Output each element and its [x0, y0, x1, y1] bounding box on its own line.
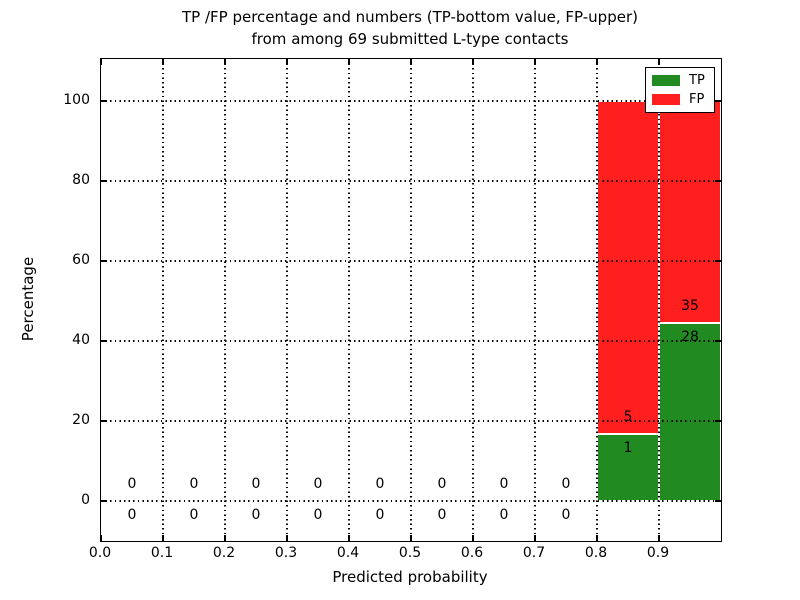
fp-count-label: 0 [437, 476, 447, 492]
y-tick-label: 80 [72, 172, 90, 188]
bar-segment-fp [597, 101, 659, 435]
gridline-vertical [658, 59, 660, 541]
bar-segment-tp [659, 323, 721, 501]
chart-title-line2: from among 69 submitted L-type contacts [251, 30, 569, 48]
tp-count-label: 0 [313, 507, 323, 523]
gridline-vertical [534, 59, 536, 541]
gridline-vertical [162, 59, 164, 541]
x-tick-label: 0.1 [150, 545, 174, 561]
x-tick-label: 0.9 [646, 545, 670, 561]
y-tick-mark-right [715, 500, 721, 502]
fp-count-label: 0 [189, 476, 199, 492]
legend: TP FP [645, 67, 715, 113]
tp-count-label: 0 [499, 507, 509, 523]
y-tick-mark-left [101, 500, 107, 502]
x-tick-label: 0.3 [274, 545, 298, 561]
x-tick-mark-bottom [286, 535, 288, 541]
x-tick-label: 0.7 [522, 545, 546, 561]
x-tick-mark-top [348, 59, 350, 65]
x-tick-mark-top [534, 59, 536, 65]
chart-title: TP /FP percentage and numbers (TP-bottom… [100, 6, 720, 50]
x-tick-mark-bottom [596, 535, 598, 541]
bar-segment-tp [597, 434, 659, 501]
fp-count-label: 0 [499, 476, 509, 492]
legend-item-fp: FP [652, 93, 708, 106]
fp-color-swatch [652, 94, 680, 105]
x-tick-mark-top [286, 59, 288, 65]
gridline-vertical [286, 59, 288, 541]
x-tick-label: 0.8 [584, 545, 608, 561]
x-tick-label: 0.5 [398, 545, 422, 561]
y-tick-mark-right [715, 340, 721, 342]
fp-count-label: 0 [561, 476, 571, 492]
x-tick-mark-bottom [100, 535, 102, 541]
y-tick-label: 40 [72, 332, 90, 348]
x-tick-mark-top [224, 59, 226, 65]
tp-count-label: 0 [251, 507, 261, 523]
y-tick-mark-right [715, 100, 721, 102]
legend-label-tp: TP [689, 73, 705, 88]
gridline-vertical [410, 59, 412, 541]
x-tick-mark-top [472, 59, 474, 65]
x-tick-label: 0.0 [88, 545, 112, 561]
x-tick-mark-bottom [658, 535, 660, 541]
y-tick-mark-left [101, 260, 107, 262]
fp-count-label: 0 [375, 476, 385, 492]
tp-count-label: 0 [561, 507, 571, 523]
fp-count-label: 0 [127, 476, 137, 492]
tp-count-label: 1 [623, 440, 633, 457]
y-tick-mark-right [715, 420, 721, 422]
y-tick-label: 60 [72, 252, 90, 268]
x-tick-label: 0.2 [212, 545, 236, 561]
tp-count-label: 0 [437, 507, 447, 523]
fp-count-label: 35 [681, 298, 699, 315]
x-tick-mark-bottom [224, 535, 226, 541]
x-tick-mark-top [100, 59, 102, 65]
y-tick-label: 0 [81, 492, 90, 508]
x-tick-mark-bottom [348, 535, 350, 541]
legend-label-fp: FP [689, 92, 705, 107]
tp-count-label: 0 [189, 507, 199, 523]
y-tick-mark-left [101, 100, 107, 102]
gridline-vertical [348, 59, 350, 541]
y-tick-mark-right [715, 180, 721, 182]
tp-count-label: 0 [375, 507, 385, 523]
legend-item-tp: TP [652, 74, 708, 87]
gridline-vertical [472, 59, 474, 541]
plot-area: 0 0 0 0 0 0 0 0 0 0 0 0 0 0 0 0 5 1 35 28 [100, 58, 722, 542]
x-tick-mark-bottom [534, 535, 536, 541]
gridline-vertical [596, 59, 598, 541]
x-tick-mark-bottom [472, 535, 474, 541]
x-tick-label: 0.6 [460, 545, 484, 561]
x-tick-mark-top [162, 59, 164, 65]
fp-count-label: 5 [623, 409, 633, 426]
x-axis-label: Predicted probability [332, 568, 488, 586]
fp-count-label: 0 [313, 476, 323, 492]
bar-segment-fp [659, 101, 721, 324]
fp-count-label: 0 [251, 476, 261, 492]
gridline-vertical [224, 59, 226, 541]
tp-color-swatch [652, 75, 680, 86]
x-tick-mark-top [596, 59, 598, 65]
y-tick-mark-left [101, 180, 107, 182]
x-tick-label: 0.4 [336, 545, 360, 561]
tp-count-label: 0 [127, 507, 137, 523]
chart-title-line1: TP /FP percentage and numbers (TP-bottom… [182, 8, 638, 26]
y-axis-label: Percentage [19, 256, 37, 342]
x-tick-mark-bottom [410, 535, 412, 541]
y-tick-mark-left [101, 420, 107, 422]
x-tick-mark-top [410, 59, 412, 65]
tp-count-label: 28 [681, 329, 699, 346]
y-tick-mark-left [101, 340, 107, 342]
y-tick-label: 100 [63, 92, 90, 108]
y-tick-mark-right [715, 260, 721, 262]
x-tick-mark-top [658, 59, 660, 65]
x-tick-mark-bottom [162, 535, 164, 541]
y-tick-label: 20 [72, 412, 90, 428]
